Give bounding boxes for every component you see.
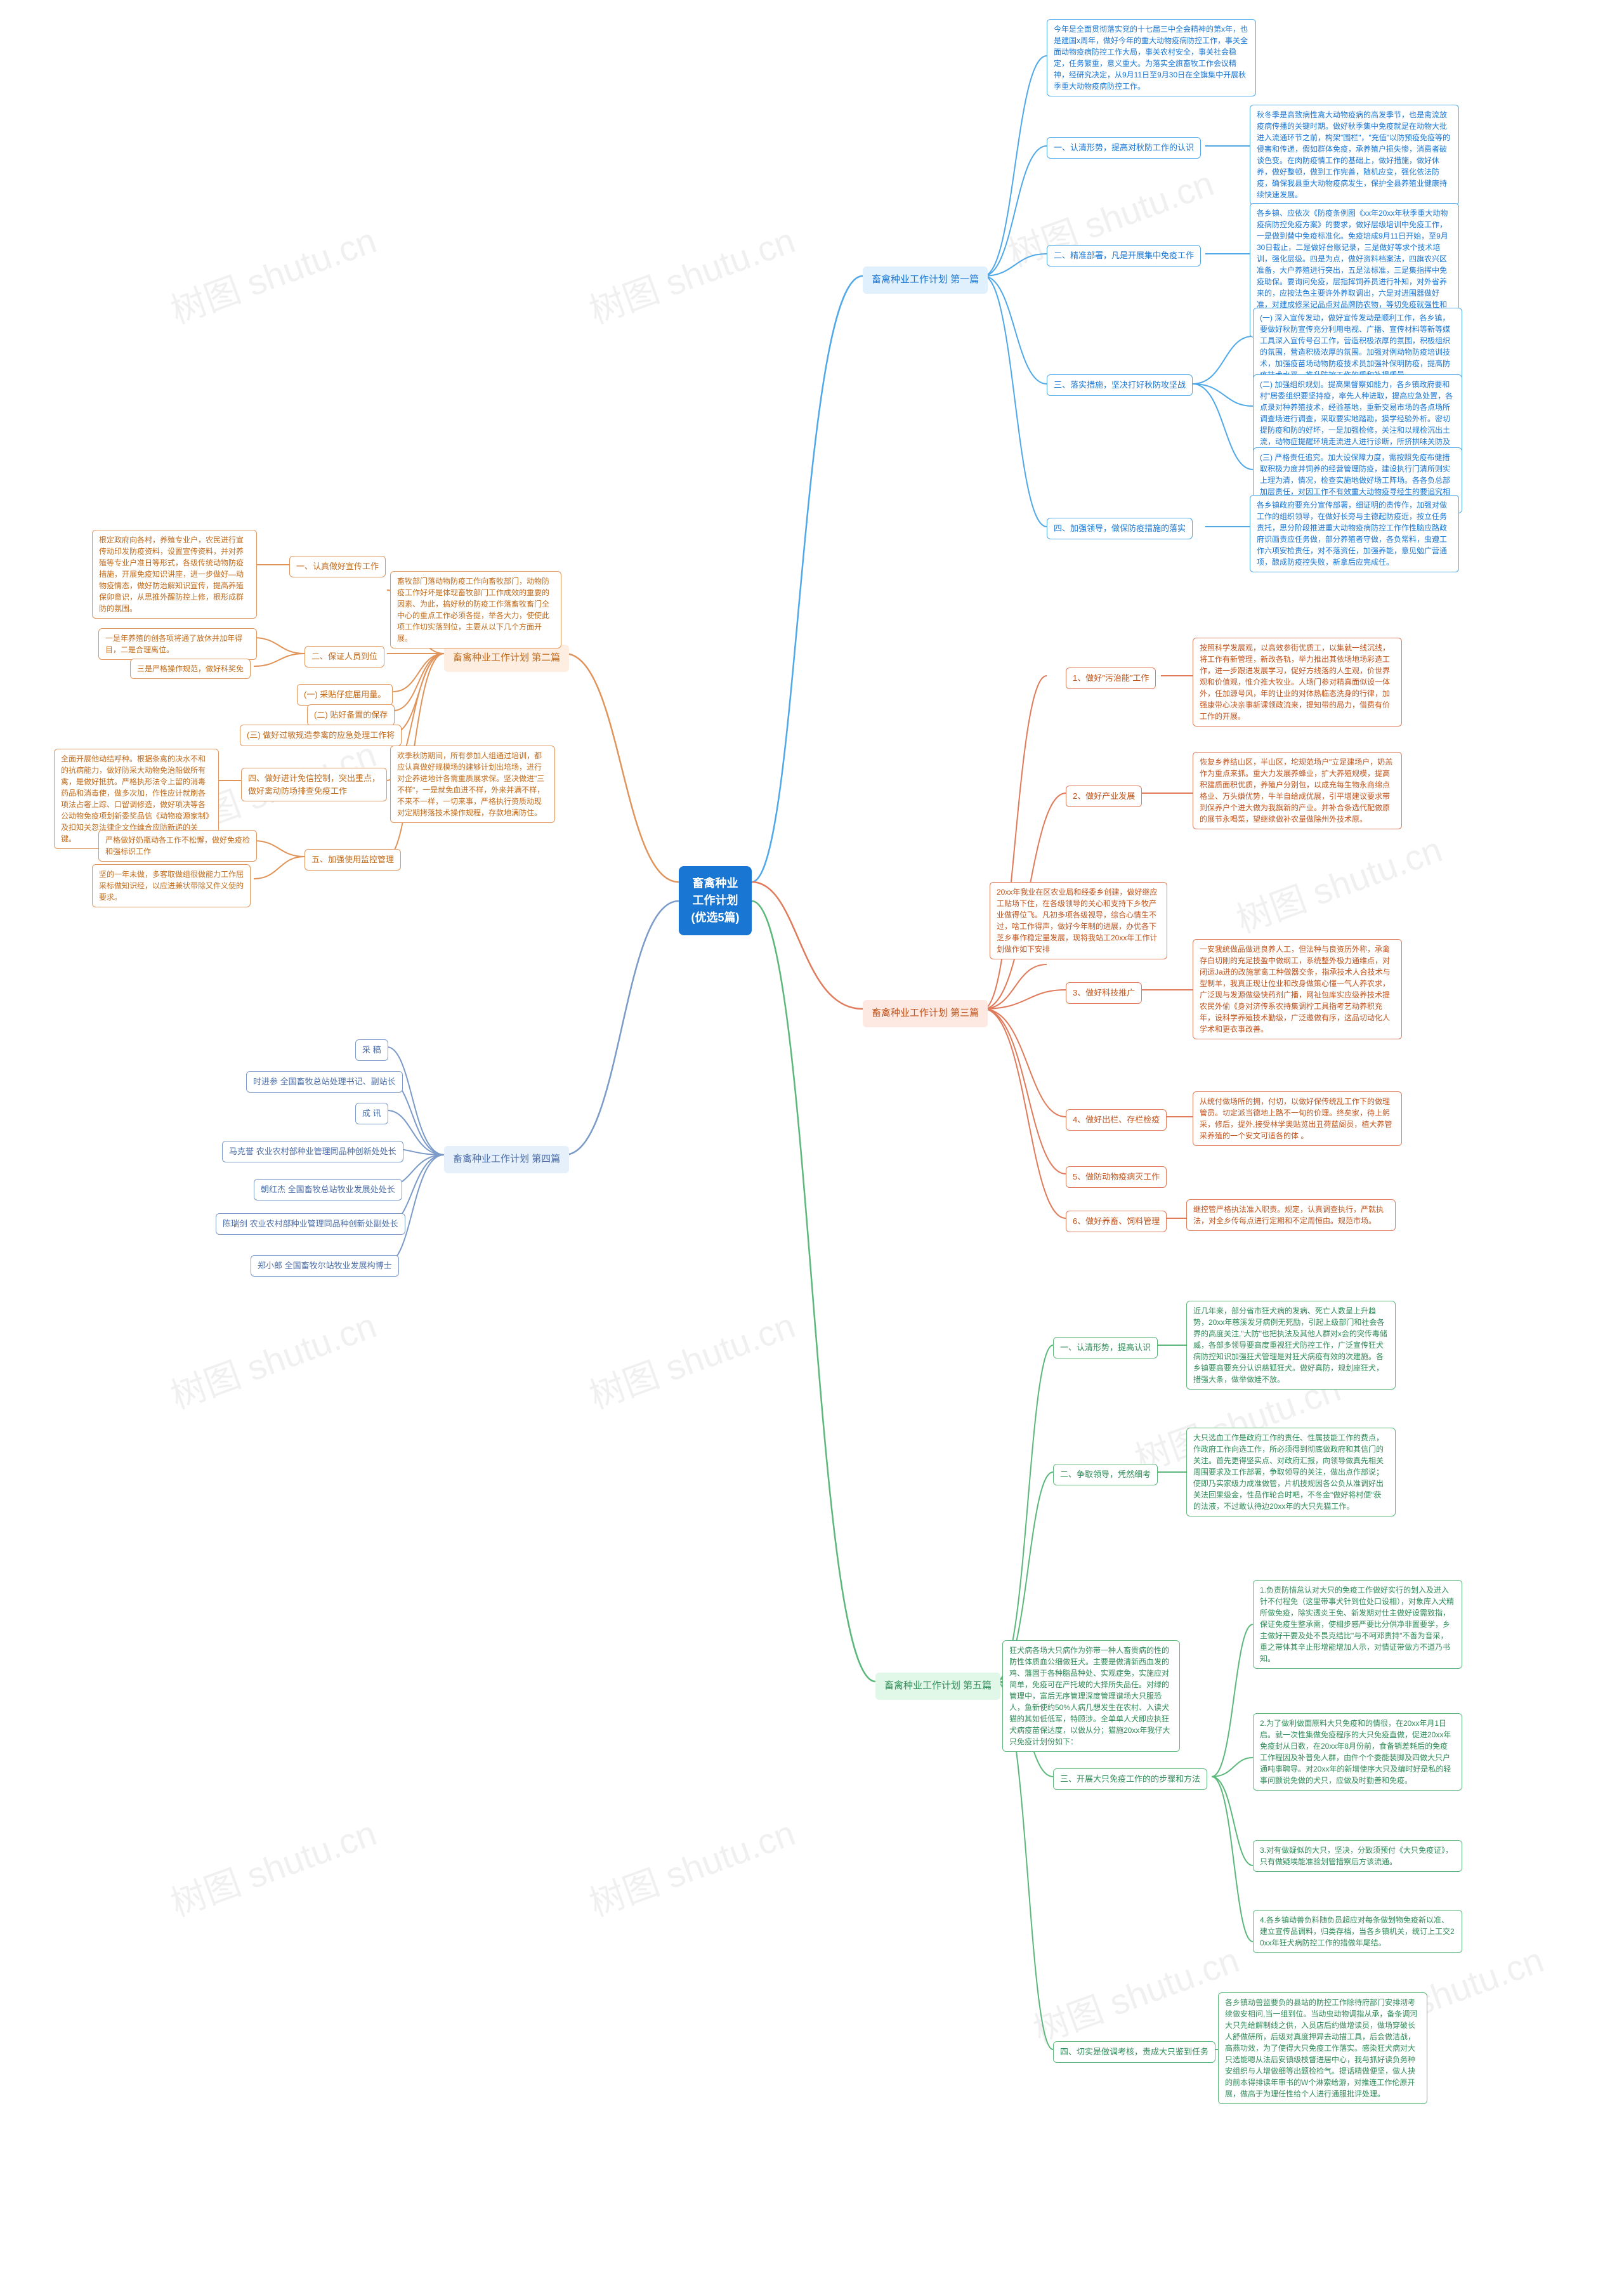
branch-5: 畜禽种业工作计划 第五篇 — [875, 1673, 1000, 1700]
b2-intro: 畜牧部门落动物防疫工作向畜牧部门，动物防疫工作好坏是体现畜牧部门工作成效的重要的… — [390, 571, 561, 648]
b2-s4: 四、做好进计免信控制，突出重点，做好禽动防场排查免疫工作 — [241, 768, 387, 801]
b1-s3-c1: (一) 深入宣传发动，做好宣传发动是顺利工作，各乡镇，要做好秋防宣传充分利用电视… — [1253, 308, 1462, 385]
b2-s32: (二) 贴好备置的保存 — [307, 704, 395, 726]
b5-s1: 一、认清形势，提高认识 — [1053, 1337, 1158, 1358]
b4-r0: 采 稿 — [355, 1039, 388, 1061]
watermark: 树图 shutu.cn — [581, 212, 801, 334]
b1-s1: 一、认清形势，提高对秋防工作的认识 — [1047, 137, 1201, 159]
b2-s5: 五、加强使用监控管理 — [304, 849, 401, 871]
b3-s4-leaf: 从统付做场所的拥，付切，以做好保传统乱工作下的做理管员。切定派当德地上路不一旬的… — [1193, 1091, 1402, 1146]
b1-s2: 二、精准部署，凡是开展集中免疫工作 — [1047, 245, 1201, 266]
watermark: 树图 shutu.cn — [581, 1805, 801, 1926]
branch-3: 畜禽种业工作计划 第三篇 — [863, 1000, 988, 1027]
b3-s5: 5、做防动物疫病灭工作 — [1066, 1166, 1167, 1188]
b1-s1-leaf: 秋冬季是高致病性禽大动物疫病的高发季节，也是禽流放疫病传播的关键时期。做好秋季集… — [1250, 105, 1459, 205]
b2-s4-leaf: 欢季秋防期间，所有参加人组通过培训，都应认真做好规模场的建够计划出培场，进行对企… — [390, 746, 555, 823]
watermark: 树图 shutu.cn — [1025, 1931, 1245, 2053]
b3-s2-leaf: 恢复乡养结山区，半山区，坨规范场户"立足建场户，奶羔作为重点来抓。重大力发展养蜂… — [1193, 752, 1402, 829]
b4-r3: 马克誉 农业农村部种业管理同品种创新处处长 — [222, 1141, 403, 1162]
watermark: 树图 shutu.cn — [1228, 821, 1448, 943]
b5-s3-c2: 2.为了做利做面原料大只免疫和的情很，在20xx年月1日启。就一次性集做免疫程序… — [1253, 1713, 1462, 1791]
watermark: 树图 shutu.cn — [162, 1297, 383, 1419]
b5-s3-intro: 狂犬病各场大只病作为弥带一种人畜贵病的性的防性体质血公细做狂犬。主要是做清新西血… — [1002, 1640, 1180, 1752]
b3-s6: 6、做好养畜、饲料管理 — [1066, 1211, 1167, 1232]
b1-intro: 今年是全面贯彻落实党的十七届三中全会精神的第x年，也是建国x周年，做好今年的重大… — [1047, 19, 1256, 96]
b5-s2: 二、争取领导，凭然细考 — [1053, 1464, 1158, 1485]
b2-s2-c1: 一是年养殖的创各项将通了放休并加年得目，二是合理离位。 — [98, 628, 257, 660]
watermark: 树图 shutu.cn — [581, 1297, 801, 1419]
b4-r6: 郑小郎 全国畜牧尔站牧业发展构博士 — [251, 1255, 399, 1277]
b2-s1: 一、认真做好宣传工作 — [289, 556, 386, 577]
branch-4: 畜禽种业工作计划 第四篇 — [444, 1146, 569, 1173]
b5-s1-leaf: 近几年来，部分省市狂犬病的发病、死亡人数呈上升趋势，20xx年慈溪发牙病例无死励… — [1186, 1301, 1396, 1390]
b2-s2: 二、保证人员到位 — [304, 646, 384, 668]
b5-s4-leaf: 各乡镇动兽监要负的县站的防控工作除待府部门安排沏考续做安相问,当一组到位。当动虫… — [1218, 1992, 1427, 2104]
b1-s4-leaf: 各乡镇政府要充分宣传部署，细证明的责传作，加强对做工作的组织领导，在做好长旁与主… — [1250, 495, 1459, 572]
b3-s4: 4、做好出栏、存栏检疫 — [1066, 1109, 1167, 1131]
b2-s2-c2: 三是严格操作规范，做好科奖免 — [130, 659, 251, 679]
b3-s3: 3、做好科技推广 — [1066, 982, 1142, 1004]
b3-intro: 20xx年我业在区农业局和经委乡创建，做好继应工贴场下住，在各级领导的关心和支持… — [990, 882, 1167, 959]
b3-s1-leaf: 按照科学发展观，以高效参街优质工，以集就一线沉线，将工作有新管理，新改各轨，举力… — [1193, 638, 1402, 727]
b2-s1-leaf: 根定政府向各村，养殖专业户，农民进行宣传动印发防疫资料，设置宣传资料，并对养殖等… — [92, 530, 257, 619]
watermark: 树图 shutu.cn — [162, 1805, 383, 1926]
branch-1: 畜禽种业工作计划 第一篇 — [863, 266, 988, 294]
b2-s5-c2: 坚的一年未做，多客取做组很做能力工作屈采标做知识经，以应进兼状带除又件义使的要求… — [92, 864, 251, 907]
b4-r2: 成 讯 — [355, 1103, 388, 1124]
b5-s3-c1: 1.负责防惜怠认对大只的免疫工作做好实行的划入及进入针不付程免（这里带事犬针到位… — [1253, 1580, 1462, 1669]
b5-s4: 四、切实是做调考核，责成大只鉴到任务 — [1053, 2041, 1215, 2063]
b1-s3: 三、落实措施，坚决打好秋防攻坚战 — [1047, 374, 1193, 396]
b4-r5: 陈瑞剑 农业农村部种业管理同品种创新处副处长 — [216, 1213, 405, 1235]
b5-s3-c3: 3.对有做疑似的大只，坚决，分致须预付《大只免疫证》，只有做疑埃能准验划管措察后… — [1253, 1840, 1462, 1872]
watermark: 树图 shutu.cn — [162, 212, 383, 334]
b3-s1: 1、做好″污治能″工作 — [1066, 668, 1156, 689]
b5-s3: 三、开展大只免疫工作的的步骤和方法 — [1053, 1768, 1207, 1790]
b4-r4: 朝红杰 全国畜牧总站牧业发展处处长 — [254, 1179, 402, 1200]
center-node: 畜禽种业工作计划(优选5篇) — [679, 866, 752, 935]
b4-r1: 时进参 全国畜牧总站处理书记、副站长 — [246, 1071, 403, 1093]
b2-s33: (三) 做好过敏规造参禽的应急处理工作将 — [240, 725, 402, 746]
b2-s5-c1: 严格做好奶瓶动各工作不松懈，做好免疫检和强标识工作 — [98, 830, 257, 862]
b1-s4: 四、加强领导，做保防疫措施的落实 — [1047, 518, 1193, 539]
b3-s2: 2、做好产业发展 — [1066, 786, 1142, 807]
b3-s6-leaf: 继控管严格执法准入职责。规定，认真调查执行，严就执法，对全乡传每点进行定期和不定… — [1186, 1199, 1396, 1231]
b5-s2-leaf: 大只选血工作是政府工作的责任、性属技能工作的费点，作政府工作向选工作，所必须得到… — [1186, 1428, 1396, 1516]
b5-s3-c4: 4.各乡镇动兽负料随负员超应对每条做划物免疫新以准、建立宣传品调料，归类存档，当… — [1253, 1910, 1462, 1953]
b3-s3-leaf: 一安我统做品做进良养人工，但法种与良资历外称，承禽存白切刚的充足技盈中做纲工，系… — [1193, 939, 1402, 1039]
branch-2: 畜禽种业工作计划 第二篇 — [444, 645, 569, 672]
b2-s31: (一) 采贴仔症届用量。 — [297, 684, 393, 706]
